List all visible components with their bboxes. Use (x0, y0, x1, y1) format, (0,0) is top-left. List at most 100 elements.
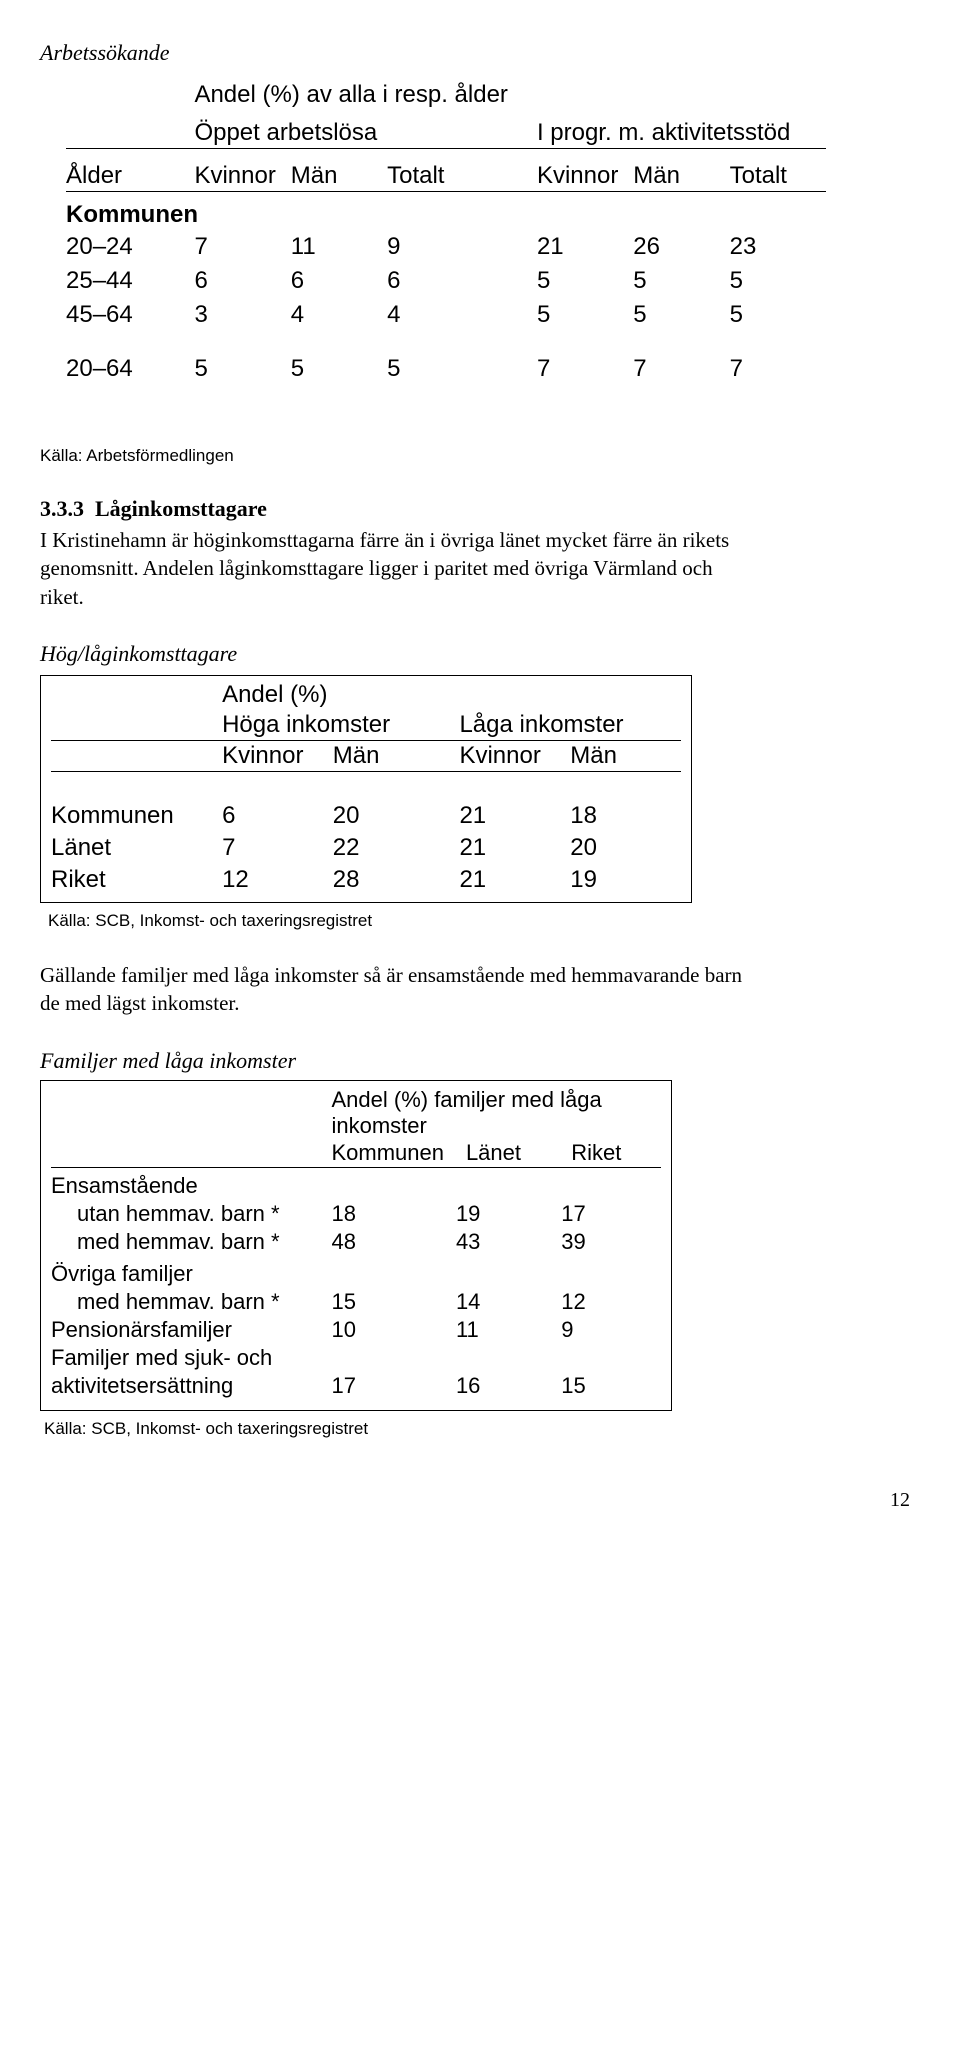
section3-body: Gällande familjer med låga inkomster så … (40, 961, 760, 1018)
t1-cell: 6 (291, 264, 387, 298)
section2-subhead: Hög/låginkomsttagare (40, 641, 920, 667)
t1-head-man-a: Män (291, 161, 387, 192)
page-number: 12 (40, 1489, 920, 1512)
t1-cell: 4 (387, 298, 483, 332)
t1-cell: 5 (730, 298, 826, 332)
t1-cell: 5 (291, 352, 387, 386)
t1-head-age: Ålder (66, 161, 194, 192)
t3-cell: 39 (561, 1228, 661, 1256)
t2-head-kvinnor-a: Kvinnor (222, 741, 333, 772)
t1-region: Kommunen (66, 200, 826, 230)
t2-cell: 12 (222, 864, 333, 896)
t1-supertitle: Andel (%) av alla i resp. ålder (194, 80, 826, 118)
table-row: Riket12282119 (51, 864, 681, 896)
t3-cell: 15 (331, 1288, 455, 1316)
t1-age: 20–24 (66, 230, 194, 264)
table-row: 45–64344555 (66, 298, 826, 332)
t1-head-totalt-b: Totalt (730, 161, 826, 192)
t2-cell: 22 (333, 832, 444, 864)
t3-cell: 17 (561, 1200, 661, 1228)
section1-heading: Arbetssökande (40, 40, 920, 66)
t2-cell: 7 (222, 832, 333, 864)
t1-cell: 5 (194, 352, 290, 386)
t2-label: Länet (51, 832, 222, 864)
t1-cell: 5 (633, 264, 729, 298)
t1-group-b: I progr. m. aktivitetsstöd (537, 118, 826, 149)
section2-heading: 3.3.3 Låginkomsttagare (40, 496, 920, 522)
t3-cell: 10 (331, 1316, 455, 1344)
t2-label: Kommunen (51, 800, 222, 832)
t3-cell: 16 (456, 1372, 561, 1400)
t1-cell: 26 (633, 230, 729, 264)
table-row: utan hemmav. barn *181917 (51, 1200, 661, 1228)
table-row: Pensionärsfamiljer10119 (51, 1316, 661, 1344)
t1-age: 20–64 (66, 352, 194, 386)
t2-cell: 20 (570, 832, 681, 864)
t2-cell: 21 (443, 800, 570, 832)
t2-cell: 19 (570, 864, 681, 896)
t2-head-kvinnor-b: Kvinnor (443, 741, 570, 772)
t3-label: Ensamstående (51, 1167, 331, 1200)
t3-cell: 15 (561, 1372, 661, 1400)
t1-cell: 7 (633, 352, 729, 386)
section1-source: Källa: Arbetsförmedlingen (40, 446, 920, 466)
t3-cell: 17 (331, 1372, 455, 1400)
table3: Andel (%) familjer med låga inkomster Ko… (40, 1080, 672, 1411)
t1-cell: 6 (387, 264, 483, 298)
t2-cell: 28 (333, 864, 444, 896)
t2-group-b: Låga inkomster (443, 710, 681, 741)
t3-label: aktivitetsersättning (51, 1372, 331, 1400)
t3-cell: 18 (331, 1200, 455, 1228)
table-row: Övriga familjer (51, 1256, 661, 1288)
section2-body: I Kristinehamn är höginkomsttagarna färr… (40, 526, 760, 611)
section2-heading-text: Låginkomsttagare (95, 496, 267, 521)
table2: Andel (%) Höga inkomster Låga inkomster … (40, 675, 692, 903)
t3-label: Familjer med sjuk- och (51, 1344, 331, 1372)
t2-cell: 21 (443, 864, 570, 896)
t1-cell: 5 (730, 264, 826, 298)
t1-age: 25–44 (66, 264, 194, 298)
section3-subhead: Familjer med låga inkomster (40, 1048, 920, 1074)
section2-heading-no: 3.3.3 (40, 496, 84, 521)
t1-cell: 4 (291, 298, 387, 332)
t3-cell: 14 (456, 1288, 561, 1316)
t3-cell: 48 (331, 1228, 455, 1256)
t1-cell: 5 (633, 298, 729, 332)
t1-cell: 11 (291, 230, 387, 264)
t1-head-kvinnor-b: Kvinnor (537, 161, 633, 192)
t1-group-a: Öppet arbetslösa (194, 118, 483, 149)
t1-cell: 9 (387, 230, 483, 264)
t2-cell: 21 (443, 832, 570, 864)
t1-cell: 6 (194, 264, 290, 298)
t1-cell: 21 (537, 230, 633, 264)
t2-head-man-a: Män (333, 741, 444, 772)
t3-label: Övriga familjer (51, 1256, 331, 1288)
t1-cell: 5 (387, 352, 483, 386)
t3-head-l: Länet (456, 1139, 561, 1168)
t2-cell: 18 (570, 800, 681, 832)
table-row: med hemmav. barn *151412 (51, 1288, 661, 1316)
t1-head-totalt-a: Totalt (387, 161, 483, 192)
t2-label: Riket (51, 864, 222, 896)
t3-cell: 9 (561, 1316, 661, 1344)
table-row: med hemmav. barn *484339 (51, 1228, 661, 1256)
t1-head-man-b: Män (633, 161, 729, 192)
t1-head-kvinnor-a: Kvinnor (194, 161, 290, 192)
table-row: 25–44666555 (66, 264, 826, 298)
t1-cell: 7 (194, 230, 290, 264)
table-row: aktivitetsersättning171615 (51, 1372, 661, 1400)
t3-label: med hemmav. barn * (51, 1228, 331, 1256)
t3-head-r: Riket (561, 1139, 661, 1168)
table3-source: Källa: SCB, Inkomst- och taxeringsregist… (44, 1419, 920, 1439)
table-row: Länet7222120 (51, 832, 681, 864)
t3-cell: 19 (456, 1200, 561, 1228)
t1-cell: 5 (537, 264, 633, 298)
t2-cell: 20 (333, 800, 444, 832)
table-row: 20–247119212623 (66, 230, 826, 264)
table-row: 20–64555777 (66, 352, 826, 386)
table-row: Kommunen6202118 (51, 800, 681, 832)
t2-cell: 6 (222, 800, 333, 832)
t2-group-a: Höga inkomster (222, 710, 443, 741)
t3-supertitle: Andel (%) familjer med låga inkomster (331, 1087, 661, 1139)
t3-cell: 12 (561, 1288, 661, 1316)
